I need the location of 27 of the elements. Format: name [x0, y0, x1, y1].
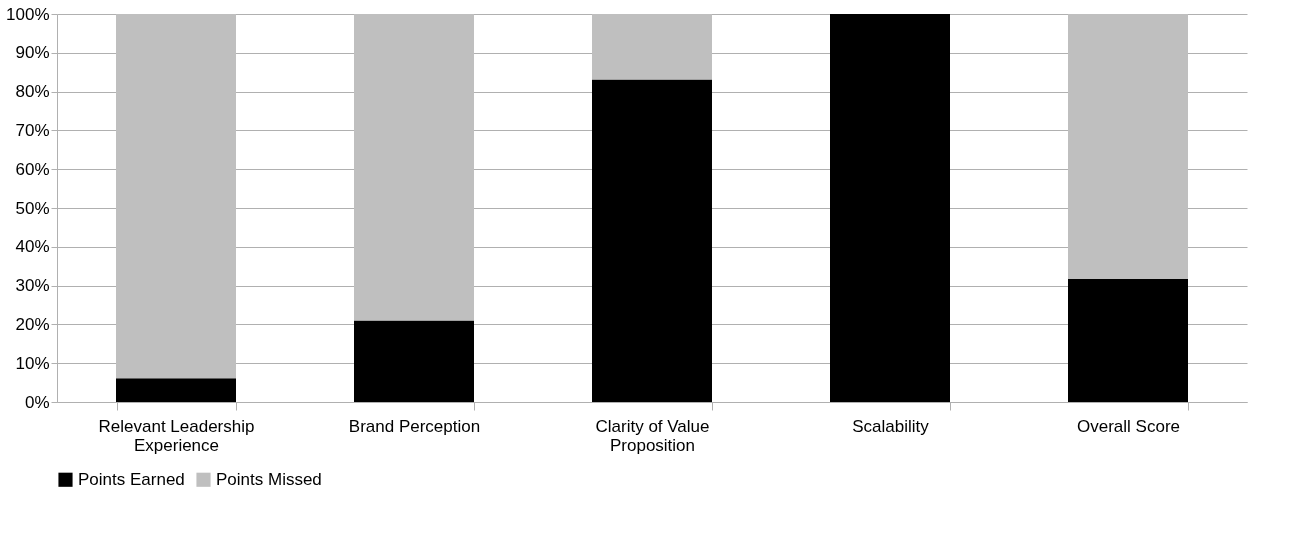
x-tick-label: Clarity of Value Proposition — [595, 416, 710, 455]
bar — [354, 320, 474, 402]
bar — [592, 14, 712, 80]
bar — [592, 79, 712, 402]
y-tick-label: 50% — [15, 198, 50, 218]
y-tick-label: 70% — [15, 120, 50, 140]
x-tick-label: Overall Score — [1077, 416, 1180, 436]
bar — [830, 14, 950, 402]
bar — [354, 14, 474, 321]
y-tick-label: 10% — [15, 353, 50, 373]
y-tick-label: 100% — [6, 4, 50, 24]
y-tick-label: 80% — [15, 82, 50, 102]
y-tick-label: 0% — [24, 392, 50, 412]
bar — [116, 14, 236, 379]
y-tick-label: 90% — [15, 43, 50, 63]
x-tick-label: Scalability — [852, 416, 930, 436]
legend-label: Points Missed — [216, 469, 322, 489]
y-tick-label: 60% — [15, 159, 50, 179]
bar — [1068, 279, 1188, 402]
y-tick-label: 30% — [15, 276, 50, 296]
x-tick-label: Relevant Leadership Experience — [98, 416, 255, 455]
bar — [1068, 14, 1188, 279]
legend-label: Points Earned — [78, 469, 185, 489]
y-tick-label: 40% — [15, 237, 50, 257]
x-tick-label: Brand Perception — [348, 416, 481, 436]
y-tick-label: 20% — [15, 314, 50, 334]
bar — [116, 378, 236, 402]
